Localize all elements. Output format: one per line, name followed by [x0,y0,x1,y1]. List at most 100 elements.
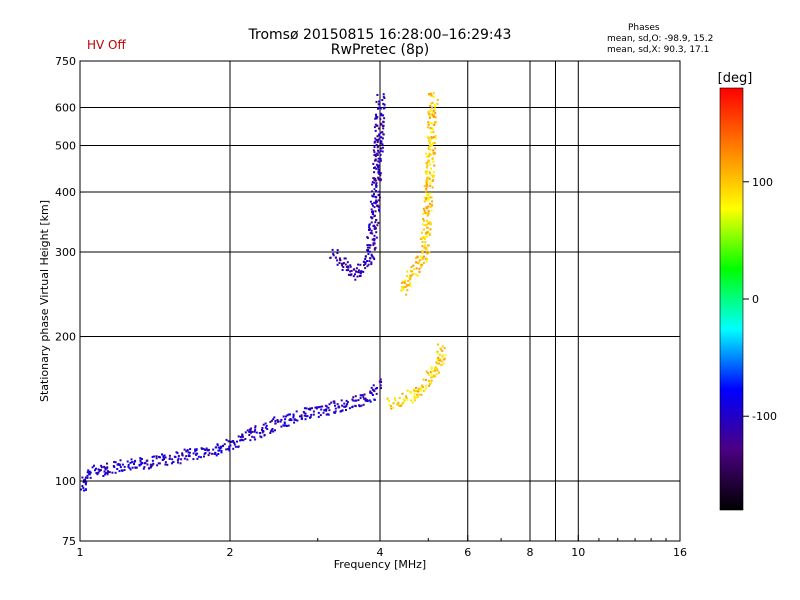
echo-point [119,466,122,469]
echo-point [233,442,236,444]
echo-point [383,103,386,106]
echo-point [421,384,424,387]
echo-point [328,403,331,406]
echo-point [376,165,379,168]
echo-point [326,413,329,416]
echo-point [404,279,406,282]
echo-point [430,94,433,97]
echo-point [406,398,409,401]
echo-point [429,138,432,141]
echo-point [286,414,289,417]
echo-point [432,179,435,182]
echo-point [163,458,165,460]
echo-point [321,405,324,408]
echo-point [155,455,158,458]
echo-point [288,419,291,422]
echo-point [242,439,245,442]
echo-point [293,421,296,424]
echo-point [229,444,232,447]
echo-point [228,447,231,450]
echo-point [254,429,257,432]
echo-point [427,198,430,201]
echo-point [379,178,381,180]
echo-point [398,404,401,407]
echo-point [432,127,435,130]
echo-point [380,136,383,139]
echo-point [382,127,385,130]
echo-point [437,358,440,361]
echo-point [427,373,430,376]
echo-point [123,469,126,471]
echo-point [166,463,169,466]
echo-point [426,257,428,260]
echo-point [84,476,87,479]
echo-point [409,274,412,277]
echo-point [370,263,373,266]
echo-point [432,160,435,163]
echo-point [226,448,229,451]
echo-point [149,463,152,466]
echo-point [139,457,142,460]
x-tick-label: 16 [673,546,687,559]
echo-point [84,478,87,481]
echo-point [440,364,443,367]
echo-point [171,458,174,461]
echo-point [378,137,381,140]
echo-point [84,483,87,486]
echo-point [346,261,349,264]
echo-point [302,410,305,413]
echo-point [83,479,85,482]
echo-point [347,266,350,269]
echo-point [410,390,413,393]
echo-point [374,153,377,156]
echo-point [325,408,328,411]
echo-point [112,465,115,467]
echo-point [94,469,96,472]
echo-point [434,375,437,378]
echo-point [181,454,184,457]
echo-point [428,384,431,387]
echo-point [334,256,337,259]
echo-point [310,413,313,416]
echo-point [434,147,437,150]
echo-point [428,141,431,144]
echo-point [371,183,374,186]
echo-point [427,196,430,199]
colorbar-label: [deg] [718,71,753,86]
echo-point [175,451,178,454]
echo-point [400,405,402,407]
echo-point [426,231,429,234]
echo-point [423,219,425,222]
echo-point [429,172,431,175]
echo-point [374,155,377,158]
echo-point [151,459,154,462]
echo-point [232,440,235,443]
echo-point [424,237,426,240]
x-axis-label: Frequency [MHz] [334,558,426,571]
echo-point [164,461,167,464]
echo-point [303,414,306,417]
echo-point [368,229,370,231]
echo-point [430,174,433,177]
echo-point [367,253,370,255]
echo-point [405,396,408,399]
echo-point [225,438,228,441]
echo-point [290,419,293,422]
echo-point [372,162,375,165]
echo-point [373,193,375,196]
echo-point [114,471,117,474]
echo-point [155,457,158,460]
echo-point [264,422,267,425]
echo-point [312,413,315,416]
echo-point [363,264,365,267]
echo-point [415,267,418,270]
echo-point [375,231,378,234]
echo-point [428,380,430,382]
echo-point [426,252,429,255]
echo-point [425,190,428,193]
echo-point [187,455,190,457]
echo-point [431,113,434,116]
echo-point [429,121,432,124]
echo-point [334,404,336,407]
echo-point [305,407,308,410]
